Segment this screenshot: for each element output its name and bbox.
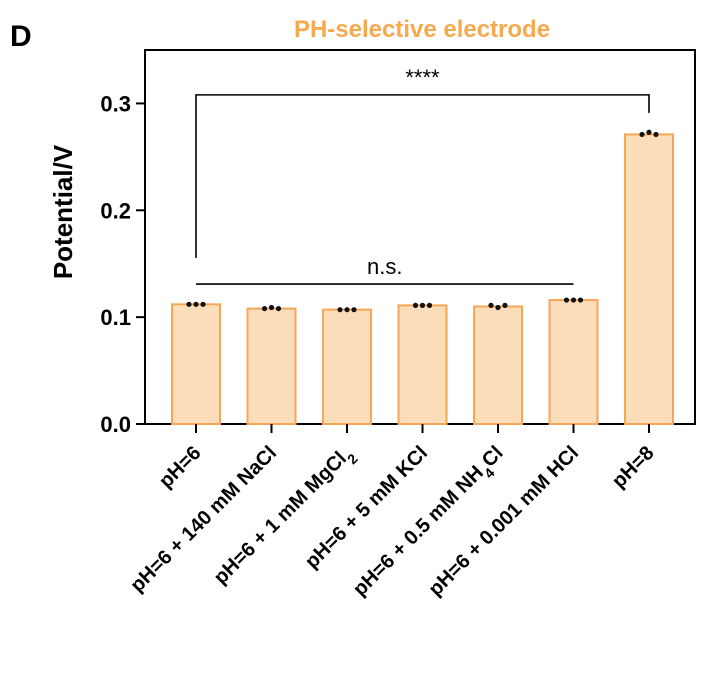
bar	[548, 299, 599, 425]
y-tick-label: 0.3	[100, 91, 131, 116]
data-point	[344, 307, 350, 313]
data-point	[268, 304, 275, 311]
bar	[624, 133, 674, 425]
chart-title: PH-selective electrode	[294, 16, 550, 43]
x-tick-label: pH=6 + 1 mM MgCl2	[210, 442, 361, 593]
data-point	[426, 302, 433, 308]
x-tick-label: pH=6 + 140 mM NaCl	[126, 442, 281, 597]
data-point	[488, 302, 494, 308]
panel-label: D	[10, 20, 32, 53]
y-tick-label: 0.1	[100, 305, 131, 330]
data-point	[577, 297, 584, 303]
data-point	[275, 305, 282, 312]
annotation-label: n.s.	[367, 254, 402, 279]
bar	[473, 305, 523, 426]
data-point	[563, 297, 570, 303]
data-point	[261, 305, 268, 312]
data-point	[419, 302, 426, 308]
data-point	[495, 304, 501, 311]
y-tick-label: 0.2	[100, 198, 131, 223]
y-tick-label: 0.0	[100, 412, 131, 437]
data-point	[639, 131, 645, 138]
x-tick-label: pH=8	[608, 442, 659, 493]
y-axis-label: Potential/V	[48, 144, 78, 279]
annotation-label: ****	[405, 65, 440, 90]
data-point	[186, 301, 192, 307]
data-point	[570, 297, 577, 303]
data-point	[502, 302, 508, 308]
bar	[397, 304, 448, 426]
data-point	[351, 307, 357, 313]
data-point	[412, 302, 419, 308]
significance-bracket	[195, 94, 650, 258]
bar	[322, 308, 372, 426]
bar	[246, 307, 297, 426]
bar	[171, 303, 221, 426]
data-point	[646, 129, 652, 135]
data-point	[193, 301, 199, 307]
data-point	[200, 301, 206, 307]
x-tick-label: pH=6	[155, 442, 206, 493]
x-tick-label: pH=6 + 0.001 mM HCl	[424, 442, 583, 601]
data-point	[653, 131, 659, 138]
data-point	[337, 307, 343, 313]
